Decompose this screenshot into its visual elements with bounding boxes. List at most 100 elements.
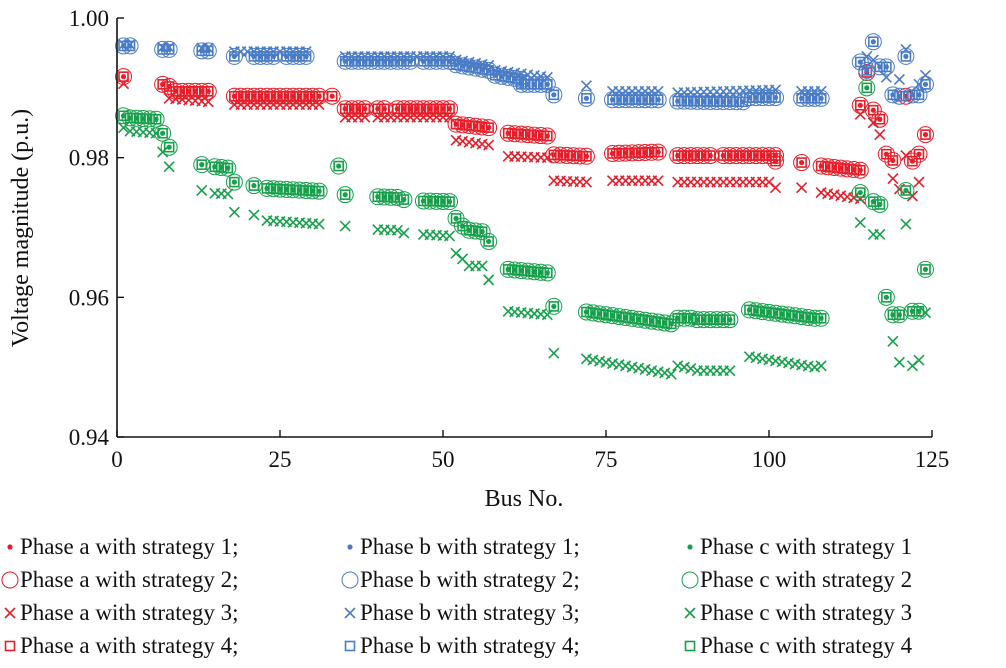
point-phase-c-strategy-4 [920, 264, 931, 275]
point-phase-c-strategy-4 [339, 189, 351, 200]
point-phase-a-strategy-1 [120, 74, 127, 80]
point-phase-b-strategy-1 [883, 64, 889, 70]
legend-item-phase-a-square: Phase a with strategy 4; [0, 633, 340, 659]
point-phase-a-strategy-4 [379, 103, 390, 115]
point-phase-a-strategy-1 [362, 106, 368, 112]
legend-label: Phase b with strategy 1; [360, 533, 580, 559]
point-phase-a-strategy-4 [770, 155, 781, 167]
point-phase-c-strategy-4 [881, 292, 892, 303]
point-phase-a-strategy-1 [329, 93, 335, 99]
point-phase-a-strategy-2 [910, 145, 928, 163]
point-phase-c-strategy-2 [219, 159, 237, 177]
point-phase-c-strategy-4 [150, 113, 162, 125]
x-tick-label: 50 [432, 447, 455, 472]
point-phase-a-strategy-4 [157, 79, 168, 90]
point-phase-b-strategy-1 [655, 97, 661, 103]
point-phase-a-strategy-2 [480, 119, 498, 137]
point-phase-a-strategy-1 [486, 125, 492, 131]
point-phase-c-strategy-3 [724, 365, 736, 377]
point-phase-c-strategy-3 [248, 209, 260, 221]
x-tick-label: 25 [269, 447, 292, 472]
y-tick-label: 0.96 [69, 285, 109, 310]
point-phase-b-strategy-2 [910, 86, 928, 104]
point-phase-b-strategy-4 [861, 65, 873, 76]
point-phase-b-strategy-2 [225, 47, 243, 65]
point-phase-a-strategy-2 [871, 110, 889, 128]
point-phase-b-strategy-2 [538, 75, 556, 93]
point-phase-c-strategy-2 [538, 264, 556, 282]
point-phase-c-strategy-2 [330, 157, 348, 175]
point-phase-b-strategy-2 [297, 47, 315, 65]
square-marker-icon [344, 640, 356, 651]
x-tick-label: 75 [595, 447, 618, 472]
point-phase-c-strategy-4 [398, 194, 410, 205]
point-phase-c-strategy-3 [228, 206, 240, 218]
point-phase-c-strategy-3 [443, 230, 456, 242]
legend-marker-dot [7, 543, 13, 550]
point-phase-b-strategy-4 [405, 55, 416, 67]
point-phase-a-strategy-2 [903, 152, 921, 170]
point-phase-a-strategy-4 [542, 130, 553, 142]
point-phase-c-strategy-4 [229, 176, 240, 188]
point-phase-c-strategy-3 [398, 227, 410, 239]
point-phase-b-strategy-4 [268, 51, 279, 62]
point-phase-c-strategy-4 [157, 127, 168, 139]
data-marks [115, 33, 934, 380]
point-phase-b-strategy-4 [868, 36, 879, 48]
x-tick-label: 100 [752, 447, 787, 472]
point-phase-a-strategy-2 [916, 126, 934, 144]
point-phase-c-strategy-3 [900, 218, 912, 230]
point-phase-c-strategy-2 [147, 110, 165, 128]
point-phase-c-strategy-3 [117, 122, 130, 134]
point-phase-c-strategy-1 [896, 312, 903, 318]
y-tick-label: 0.94 [69, 425, 110, 450]
point-phase-b-strategy-3 [893, 73, 905, 86]
legend-marker-square [684, 640, 696, 651]
point-phase-c-strategy-4 [874, 199, 886, 210]
point-phase-a-strategy-1 [916, 151, 922, 157]
point-phase-b-strategy-3 [815, 85, 827, 97]
point-phase-c-strategy-2 [916, 260, 934, 278]
point-phase-b-strategy-2 [121, 37, 139, 55]
point-phase-b-strategy-2 [577, 89, 595, 107]
point-phase-c-strategy-4 [665, 318, 677, 330]
point-phase-b-strategy-4 [444, 55, 455, 67]
legend-label: Phase a with strategy 4; [20, 632, 239, 658]
point-phase-b-strategy-1 [270, 53, 277, 60]
point-phase-c-strategy-1 [818, 315, 824, 321]
legend-label: Phase a with strategy 2; [20, 566, 239, 592]
point-phase-a-strategy-4 [854, 99, 866, 111]
circle-marker-icon [341, 571, 359, 588]
legend-item-phase-b-square: Phase b with strategy 4; [340, 633, 680, 659]
point-phase-b-strategy-1 [864, 67, 870, 73]
point-phase-c-strategy-2 [871, 195, 889, 213]
point-phase-b-strategy-4 [300, 51, 312, 62]
legend-marker-circle [341, 571, 359, 588]
point-phase-b-strategy-3 [541, 71, 553, 83]
legend-label: Phase a with strategy 1; [20, 533, 239, 559]
point-phase-b-strategy-1 [583, 95, 590, 101]
point-phase-a-strategy-4 [887, 155, 899, 166]
point-phase-a-strategy-4 [444, 103, 455, 115]
point-phase-c-strategy-1 [316, 188, 322, 194]
legend-item-phase-b-circle: Phase b with strategy 2; [340, 567, 680, 593]
point-phase-a-strategy-4 [326, 90, 338, 102]
point-phase-b-strategy-2 [199, 42, 217, 60]
dot-marker-icon [347, 543, 353, 550]
legend-item-phase-a-circle: Phase a with strategy 2; [0, 567, 340, 593]
point-phase-a-strategy-1 [583, 153, 590, 159]
x-tick-label: 0 [111, 447, 123, 472]
point-phase-c-strategy-4 [900, 185, 912, 196]
point-phase-c-strategy-1 [401, 196, 407, 203]
point-phase-a-strategy-4 [202, 86, 214, 97]
point-phase-b-strategy-3 [580, 80, 593, 92]
point-phase-c-strategy-3 [196, 184, 208, 197]
point-phase-a-strategy-3 [580, 176, 593, 188]
legend-row: Phase a with strategy 3; Phase b with str… [0, 596, 1006, 629]
point-phase-c-strategy-1 [231, 179, 237, 185]
point-phase-c-strategy-3 [874, 228, 886, 241]
point-phase-b-strategy-2 [916, 75, 934, 93]
dot-marker-icon [7, 543, 13, 550]
point-phase-c-strategy-4 [118, 110, 129, 122]
point-phase-c-strategy-4 [894, 309, 905, 321]
